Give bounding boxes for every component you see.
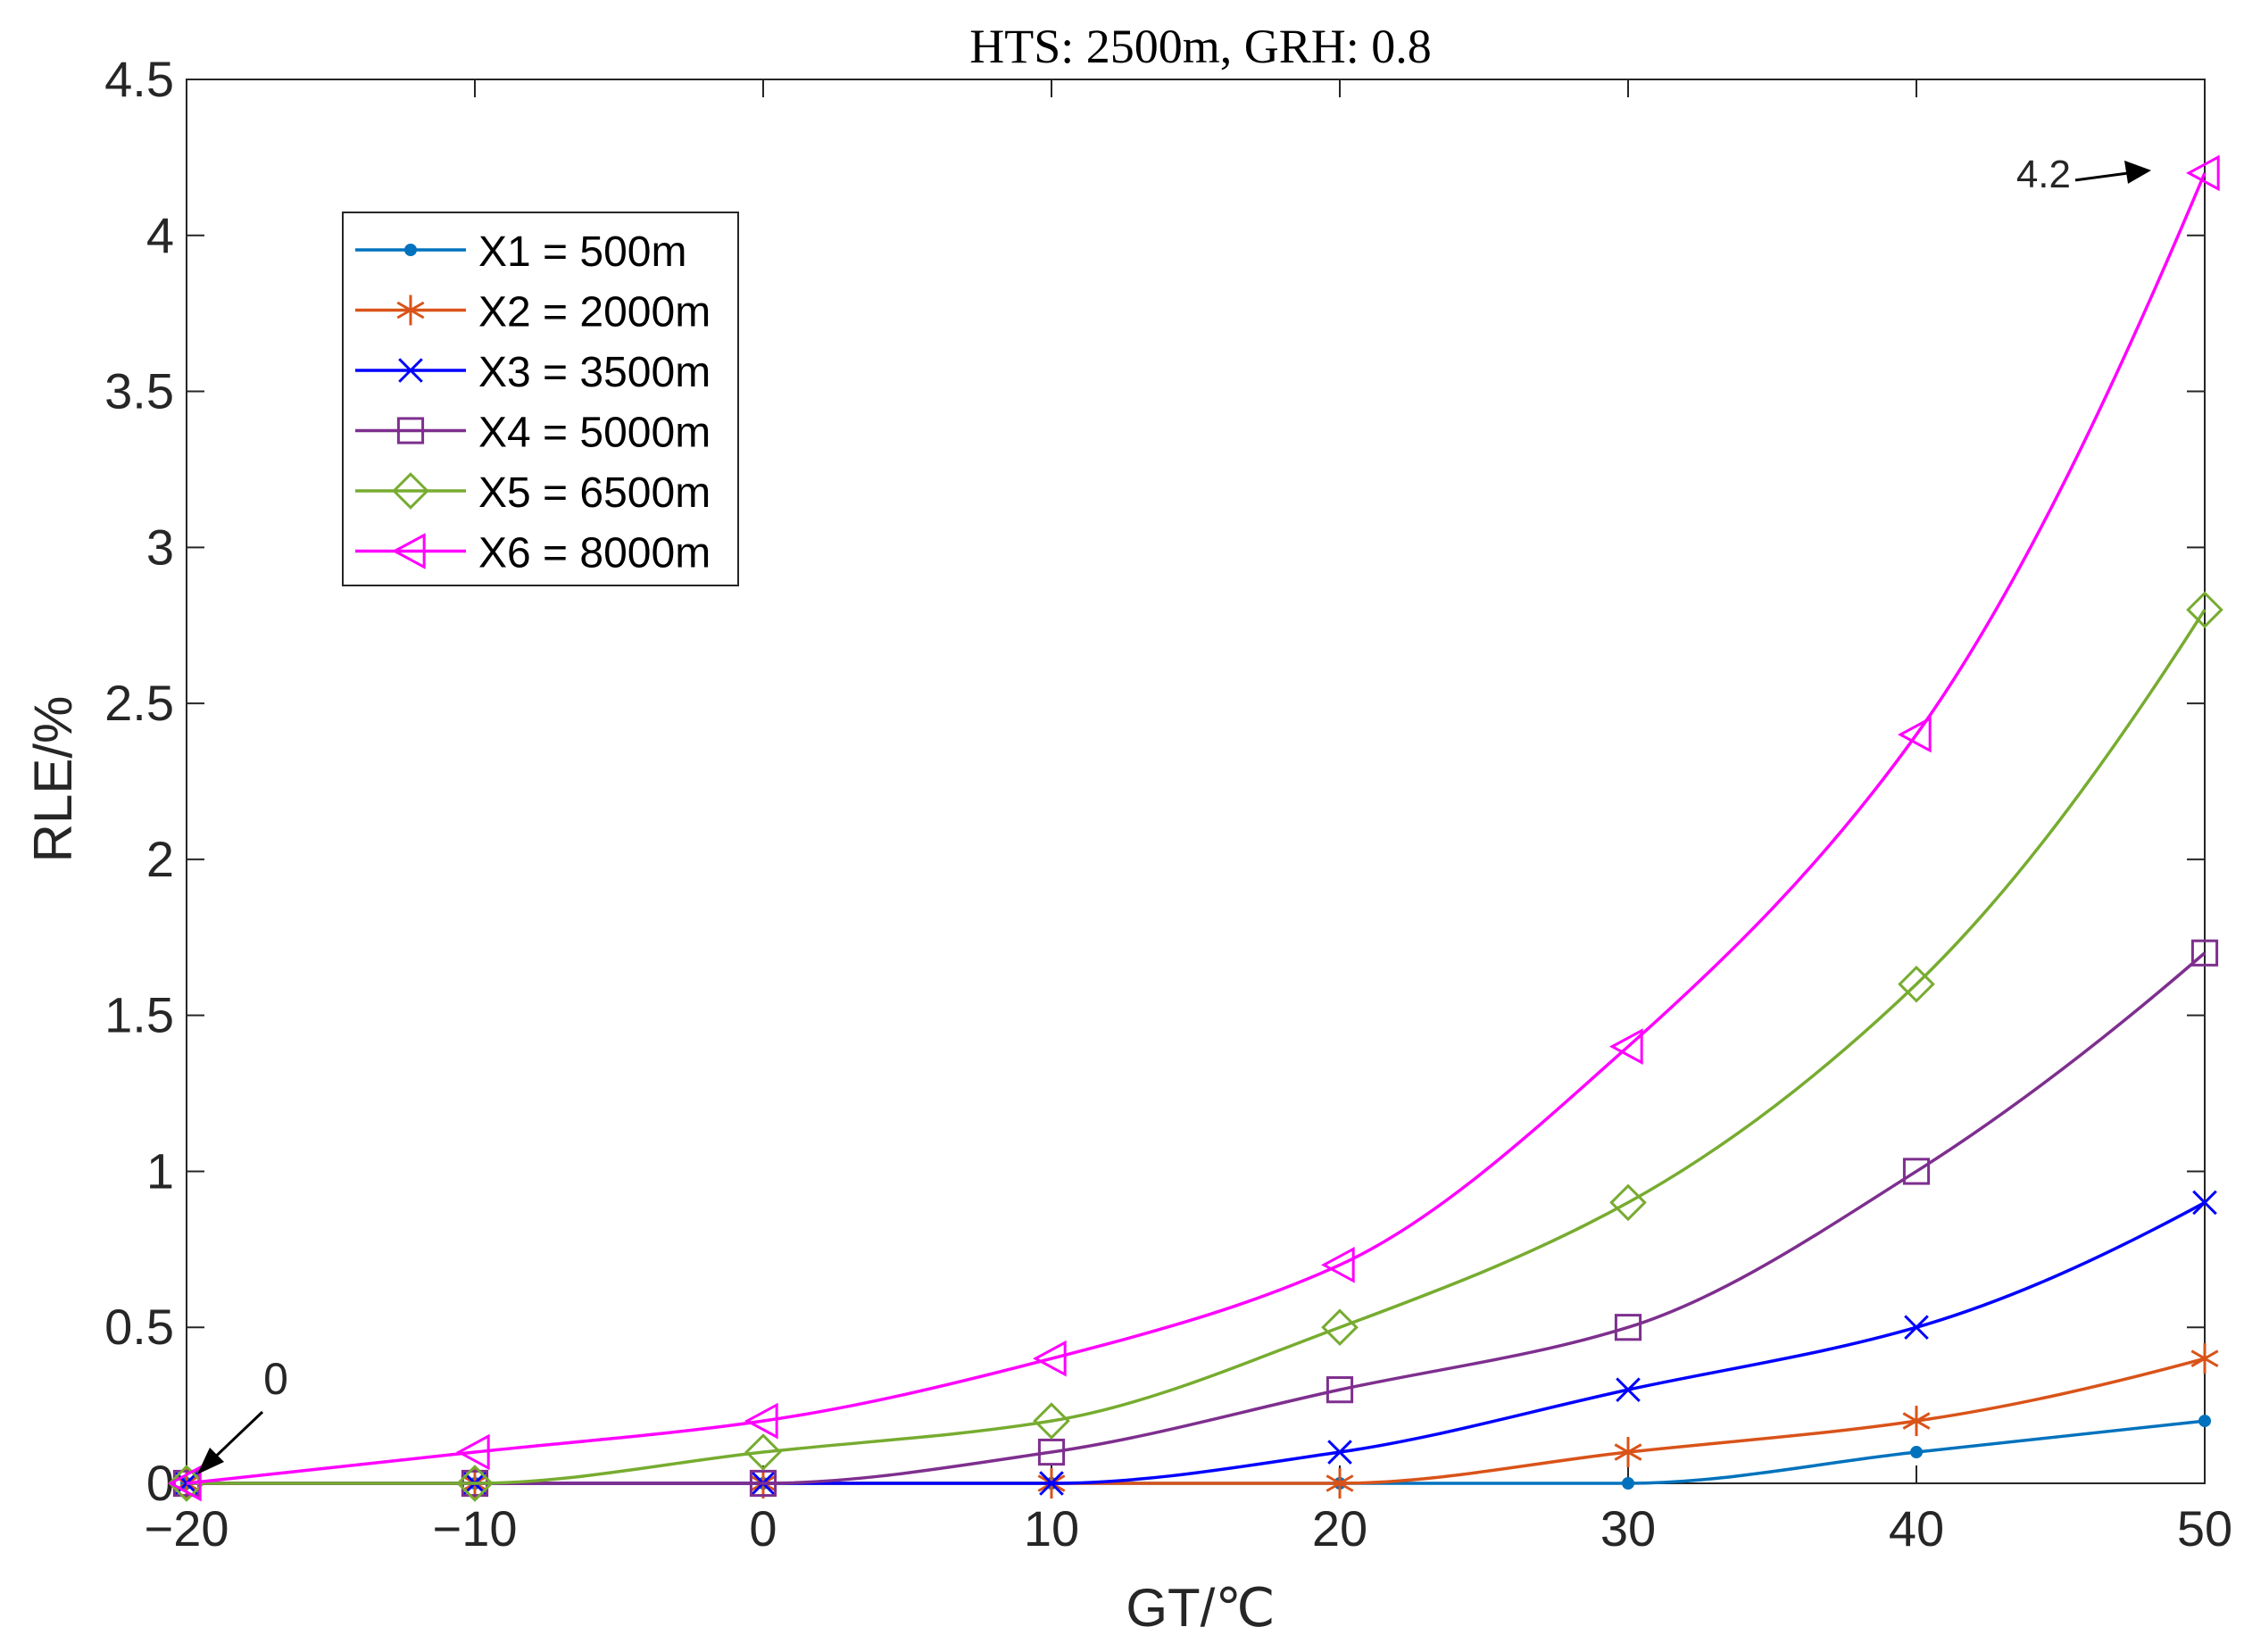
chart-title: HTS: 2500m, GRH: 0.8 <box>969 20 1432 73</box>
data-point <box>1616 1377 1641 1402</box>
legend-label: X3 = 3500m <box>478 349 711 396</box>
data-point <box>1326 1376 1354 1404</box>
data-point <box>2190 1343 2219 1374</box>
x-axis-label: GT/℃ <box>1126 1578 1275 1638</box>
data-point <box>1898 965 1935 1003</box>
data-point <box>1326 1468 1354 1498</box>
data-point <box>2190 939 2219 967</box>
annotation-label: 4.2 <box>2016 153 2071 196</box>
legend-label: X6 = 8000m <box>478 530 711 577</box>
data-point <box>1614 1437 1642 1468</box>
y-tick-label: 4.5 <box>104 51 174 107</box>
data-point <box>2192 1190 2217 1216</box>
series-5 <box>168 591 2223 1502</box>
data-point <box>1032 1340 1067 1377</box>
series-6 <box>167 154 2220 1502</box>
axes: −20 −10 0 10 20 30 40 50 0 0.5 1 1.5 2 2.5 3 3.5 4 4.5 <box>104 51 2232 1557</box>
legend-entry: X5 = 6500m <box>355 469 711 517</box>
y-tick-label: 3 <box>146 519 174 575</box>
data-point <box>1902 1406 1931 1437</box>
data-point <box>167 1465 202 1502</box>
data-point <box>744 1402 778 1440</box>
data-point <box>1910 1446 1923 1459</box>
y-tick-label: 3.5 <box>104 363 174 419</box>
legend-label: X5 = 6500m <box>478 469 711 517</box>
data-point <box>1327 1440 1352 1465</box>
legend-marker <box>398 358 423 383</box>
data-point <box>2185 154 2220 192</box>
data-point <box>2186 591 2223 629</box>
legend-label: X1 = 500m <box>478 228 686 276</box>
data-point <box>1904 1315 1929 1341</box>
series-line <box>186 172 2207 1485</box>
x-tick-label: −20 <box>145 1500 229 1557</box>
data-point <box>168 1465 205 1502</box>
data-point <box>744 1433 782 1471</box>
data-point <box>1608 1028 1643 1065</box>
y-tick-label: 1.5 <box>104 987 174 1043</box>
legend-label: X4 = 5000m <box>478 410 711 457</box>
y-tick-label: 1 <box>146 1142 174 1199</box>
x-tick-label: 50 <box>2177 1500 2232 1557</box>
legend-box <box>342 212 739 586</box>
legend-entry: X2 = 2000m <box>355 289 711 336</box>
annotations: 04.2 <box>197 153 2151 1474</box>
data-point <box>1033 1402 1070 1440</box>
legend-entry: X6 = 8000m <box>355 530 711 577</box>
y-axis-label: RLE/% <box>23 696 83 863</box>
legend-marker <box>392 472 429 510</box>
annotation-arrow <box>2074 160 2151 184</box>
y-tick-label: 2.5 <box>104 675 174 731</box>
data-point <box>1622 1477 1634 1490</box>
data-point <box>2198 1415 2211 1428</box>
data-point <box>1609 1183 1647 1222</box>
series-layer <box>167 154 2223 1502</box>
y-tick-label: 2 <box>146 831 174 887</box>
data-point <box>1321 1308 1359 1347</box>
series-4 <box>172 939 2219 1498</box>
data-point <box>1320 1246 1355 1283</box>
x-tick-label: 30 <box>1600 1500 1656 1557</box>
data-point <box>1902 1158 1931 1185</box>
data-point <box>455 1433 490 1471</box>
x-tick-label: −10 <box>433 1500 518 1557</box>
x-tick-label: 0 <box>749 1500 777 1557</box>
y-tick-label: 0.5 <box>104 1299 174 1355</box>
data-point <box>1897 716 1932 753</box>
y-tick-label: 4 <box>146 207 174 263</box>
x-tick-label: 40 <box>1889 1500 1944 1557</box>
legend-entry: X4 = 5000m <box>355 410 711 457</box>
data-point <box>1614 1314 1642 1341</box>
legend-entry: X3 = 3500m <box>355 349 711 396</box>
legend-entry: X1 = 500m <box>355 228 686 276</box>
legend: X1 = 500m X2 = 2000m X3 = 3500m X4 = 5000m X… <box>342 212 739 586</box>
data-point <box>749 1469 777 1498</box>
series-line <box>187 951 2207 1485</box>
legend-marker <box>396 417 425 444</box>
legend-marker <box>391 533 426 569</box>
x-tick-label: 20 <box>1312 1500 1367 1557</box>
data-point <box>456 1465 494 1502</box>
legend-marker <box>404 244 417 256</box>
annotation-label: 0 <box>263 1354 288 1404</box>
annotation-arrow <box>197 1410 264 1474</box>
series-line <box>187 609 2207 1485</box>
legend-marker <box>396 295 425 326</box>
data-point <box>1037 1438 1066 1466</box>
legend-label: X2 = 2000m <box>478 289 711 336</box>
x-tick-label: 10 <box>1024 1500 1079 1557</box>
data-point <box>1039 1471 1064 1496</box>
